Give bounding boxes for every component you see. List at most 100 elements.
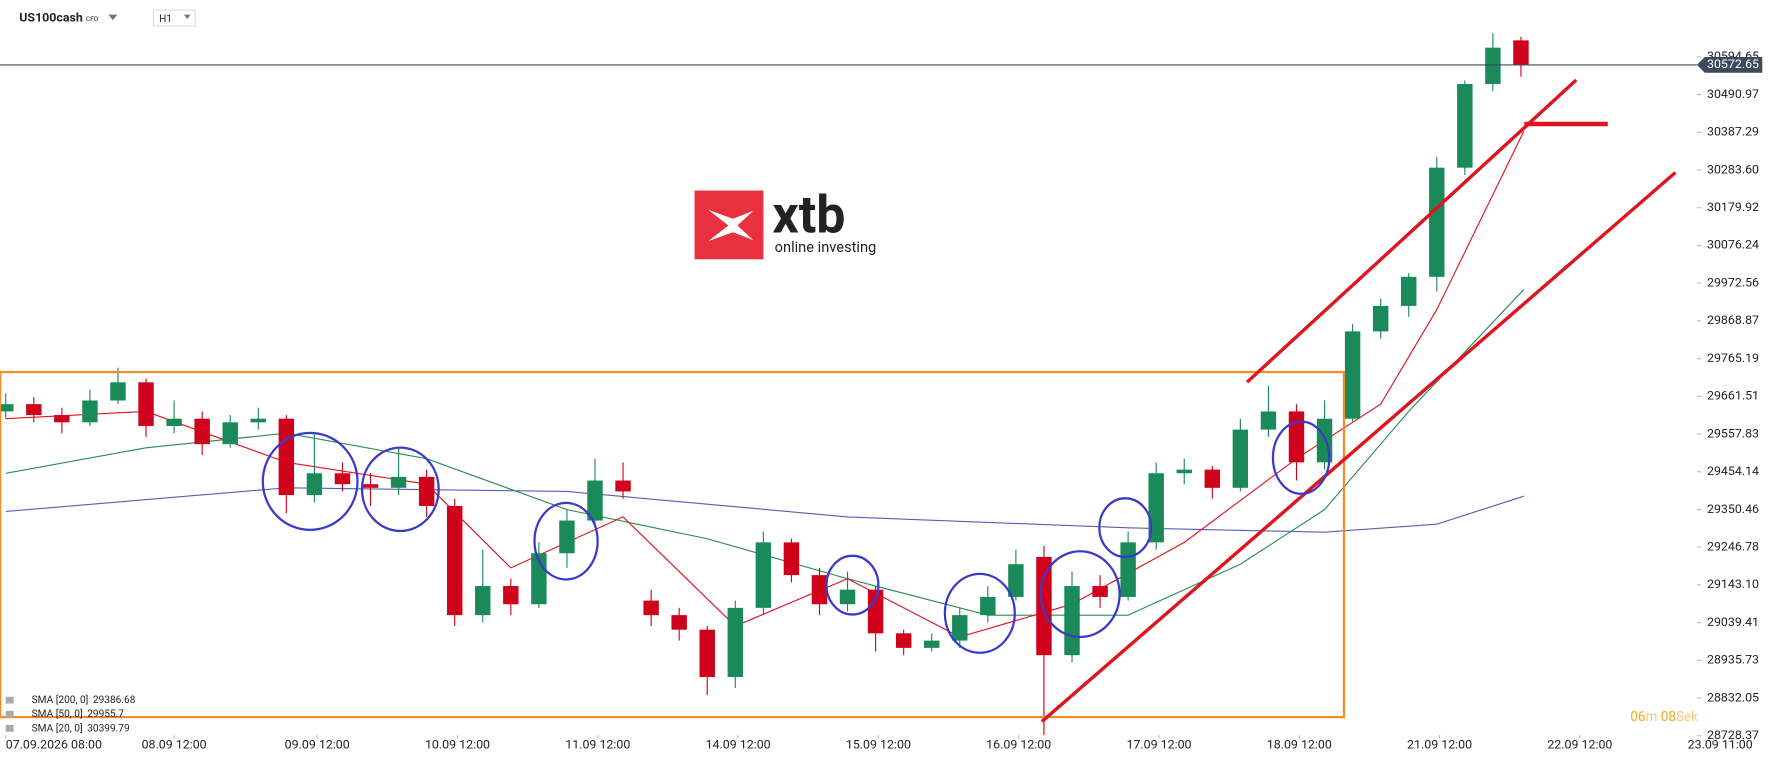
legend-name: SMA [50, 0] (32, 708, 83, 720)
current-price-tag (1696, 56, 1763, 73)
y-tick-label: 29765.19 (1707, 351, 1759, 366)
candle-body (222, 422, 238, 445)
candle-body (1176, 469, 1192, 474)
candle-body (503, 586, 519, 605)
candle-body (362, 484, 379, 488)
trend-line (1040, 171, 1677, 723)
legend-value: 30399.79 (87, 723, 130, 734)
trend-line (1245, 78, 1578, 384)
range-box (0, 370, 1346, 719)
symbol-dropdown[interactable] (108, 14, 118, 21)
legend-entry: SMA [20, 0] 30399.79 (32, 722, 130, 734)
logo-x (708, 209, 754, 242)
x-tick-label: 18.09 12:00 (1267, 737, 1332, 752)
candle-body (1064, 586, 1080, 656)
highlight-circle (825, 554, 880, 616)
x-tick-label: 22.09 12:00 (1547, 737, 1612, 752)
candle-body (110, 382, 126, 401)
candle-body (1204, 469, 1221, 488)
candle-body (952, 615, 968, 641)
sma-line (5, 487, 1524, 533)
candle-body (811, 575, 828, 605)
x-tick-label: 11.09 12:00 (565, 737, 630, 752)
candle-body (1344, 331, 1361, 419)
candle-body (1008, 564, 1024, 597)
x-tick-label: 14.09 12:00 (706, 737, 771, 752)
candle-body (1429, 167, 1445, 277)
candle-body (138, 382, 154, 426)
x-tick-label: 21.09 12:00 (1407, 737, 1472, 752)
candle-body (390, 476, 407, 488)
candle-body (166, 418, 182, 426)
y-tick-label: 28935.73 (1707, 653, 1759, 668)
candle-body (867, 589, 884, 634)
symbol[interactable]: US100cash (19, 10, 83, 25)
y-tick-label: 29246.78 (1707, 539, 1759, 554)
candle-body (1485, 47, 1501, 85)
candle-body (727, 607, 744, 677)
candle-body (82, 400, 98, 423)
candle-body (26, 404, 42, 416)
x-tick-label: 23.09 11:00 (1688, 737, 1753, 752)
timer-seconds: 08 (1661, 709, 1676, 725)
y-tick-label: 29661.51 (1707, 389, 1759, 404)
candle-body (194, 418, 210, 445)
candle-body (250, 418, 267, 423)
y-tick-label: 30490.97 (1707, 87, 1759, 102)
candle-body (615, 480, 631, 492)
candle-body (1036, 556, 1052, 656)
candle-body (980, 596, 996, 616)
candle-body (643, 600, 659, 616)
x-tick-label: 15.09 12:00 (846, 737, 911, 752)
candle-body (671, 615, 687, 630)
candle-timer: 06m 08Sek (1630, 709, 1698, 725)
candle-body (1232, 429, 1249, 488)
candle-body (755, 542, 772, 608)
y-tick-label: 30387.29 (1707, 125, 1759, 140)
instrument-type: CFD (86, 15, 99, 23)
y-tick-label: 28728.37 (1707, 728, 1759, 743)
timer-minutes: 06 (1630, 709, 1645, 725)
y-tick-label: 30179.92 (1707, 200, 1759, 215)
candle-body (1401, 276, 1417, 306)
legend-name: SMA [200, 0] (32, 694, 89, 706)
candle-body (475, 586, 491, 616)
legend-icon (5, 696, 14, 704)
candle-body (587, 480, 603, 521)
y-tick-label: 29039.41 (1707, 615, 1759, 630)
legend-name: SMA [20, 0] (32, 722, 83, 734)
y-tick-label: 30076.24 (1707, 238, 1759, 253)
y-tick-label: 29143.10 (1707, 577, 1759, 592)
x-tick-label: 08.09 12:00 (142, 737, 207, 752)
candle-body (418, 476, 435, 507)
candle-body (54, 415, 70, 423)
timeframe-dropdown[interactable] (183, 14, 191, 20)
candle-body (895, 633, 912, 648)
candle-body (446, 506, 463, 616)
candle-body (1513, 40, 1529, 65)
y-tick-label: 29350.46 (1707, 502, 1759, 517)
logo-tagline: online investing (775, 238, 877, 256)
candle-body (559, 520, 575, 554)
candle-body (1260, 411, 1277, 430)
candle-body (783, 542, 800, 576)
candle-body (334, 473, 351, 485)
candle-body (1457, 84, 1473, 168)
highlight-circle (1098, 497, 1153, 559)
timeframe-box[interactable] (152, 9, 196, 27)
y-tick-label: 30283.60 (1707, 162, 1759, 177)
candle-body (278, 418, 295, 496)
candle-body (1372, 305, 1389, 332)
legend-value: 29386.68 (93, 695, 136, 706)
highlight-circle (533, 501, 599, 581)
x-tick-label: 16.09 12:00 (986, 737, 1051, 752)
timeframe[interactable]: H1 (159, 14, 172, 25)
y-tick-label: 29972.56 (1707, 275, 1759, 290)
candle-body (1120, 542, 1136, 597)
legend-icon (5, 724, 14, 732)
candle-body (1092, 586, 1108, 597)
highlight-circle (943, 572, 1016, 654)
y-tick-label: 28832.05 (1707, 690, 1759, 705)
